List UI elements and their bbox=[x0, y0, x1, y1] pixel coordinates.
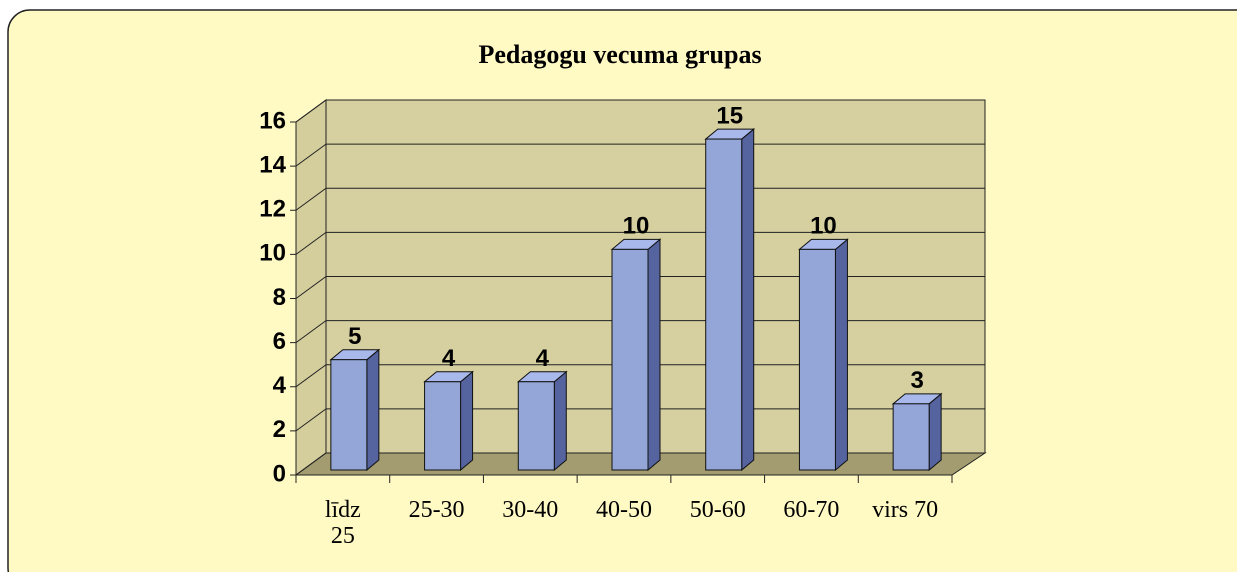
bar bbox=[517, 381, 555, 471]
bar bbox=[330, 359, 368, 471]
bar-side bbox=[553, 370, 567, 472]
y-tick-label: 10 bbox=[259, 240, 286, 267]
y-tick-label: 2 bbox=[273, 416, 286, 443]
x-tick-label: virs 70 bbox=[872, 497, 939, 523]
x-tick-label: 60-70 bbox=[783, 497, 840, 523]
value-label: 10 bbox=[810, 213, 837, 240]
bar-side bbox=[366, 348, 380, 472]
grid-line bbox=[295, 452, 327, 476]
y-tick-label: 12 bbox=[259, 196, 286, 223]
bar-side bbox=[834, 238, 848, 472]
bar bbox=[611, 248, 649, 471]
bar-side bbox=[741, 127, 755, 472]
grid-line bbox=[295, 187, 327, 211]
bar bbox=[705, 138, 743, 471]
bar bbox=[424, 381, 462, 471]
value-label: 3 bbox=[910, 367, 923, 394]
grid-line bbox=[295, 143, 327, 167]
grid-line bbox=[295, 99, 327, 123]
y-tick-label: 16 bbox=[259, 107, 286, 134]
bar bbox=[798, 248, 836, 471]
value-label: 5 bbox=[348, 323, 361, 350]
chart-title: Pedagogu vecuma grupas bbox=[478, 40, 761, 69]
grid-line bbox=[295, 231, 327, 255]
grid-line bbox=[295, 364, 327, 388]
x-tick-label: 40-50 bbox=[596, 497, 652, 523]
x-tick-label: 30-40 bbox=[502, 497, 559, 523]
value-label: 15 bbox=[716, 102, 743, 129]
x-tick-label: 25-30 bbox=[408, 497, 465, 523]
x-tick-label: 50-60 bbox=[689, 497, 746, 523]
grid-line bbox=[295, 276, 327, 299]
value-label: 4 bbox=[536, 345, 550, 372]
value-label: 4 bbox=[442, 345, 456, 372]
y-tick-label: 14 bbox=[259, 151, 286, 178]
y-tick-label: 4 bbox=[273, 372, 287, 399]
bar bbox=[892, 403, 930, 471]
bar-side bbox=[647, 238, 661, 472]
bar-side bbox=[460, 370, 474, 472]
y-tick-label: 8 bbox=[273, 284, 286, 311]
grid-line bbox=[295, 320, 327, 344]
value-label: 10 bbox=[623, 213, 650, 240]
x-tick-label: līdz 25 bbox=[324, 497, 361, 549]
y-tick-label: 0 bbox=[273, 460, 286, 487]
grid-line bbox=[295, 408, 327, 432]
y-tick-label: 6 bbox=[273, 328, 286, 355]
bar-side bbox=[928, 392, 942, 472]
